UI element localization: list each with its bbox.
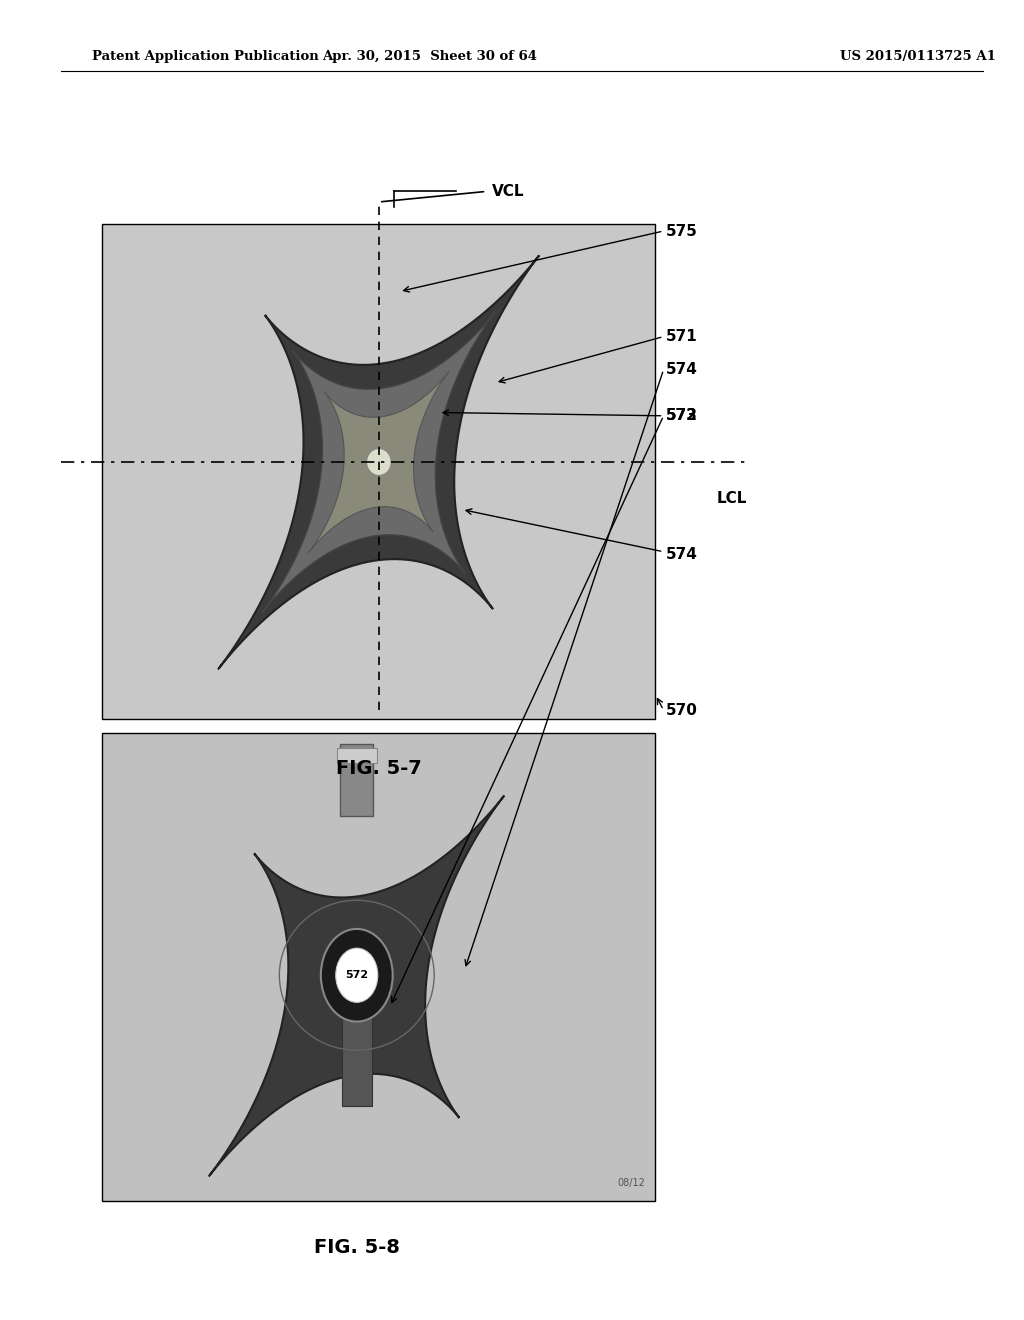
Text: Apr. 30, 2015  Sheet 30 of 64: Apr. 30, 2015 Sheet 30 of 64 (323, 50, 538, 63)
Text: 570: 570 (666, 702, 697, 718)
Text: 572: 572 (345, 970, 369, 981)
Text: FIG. 5-8: FIG. 5-8 (313, 1238, 399, 1257)
Text: 575: 575 (666, 223, 697, 239)
Text: 574: 574 (666, 362, 697, 378)
Circle shape (336, 948, 378, 1002)
FancyBboxPatch shape (337, 747, 377, 763)
Text: 571: 571 (666, 329, 697, 345)
Text: FIG. 5-7: FIG. 5-7 (336, 759, 422, 777)
Text: 08/12: 08/12 (617, 1177, 645, 1188)
FancyBboxPatch shape (102, 224, 655, 719)
FancyBboxPatch shape (102, 733, 655, 1201)
Text: 572: 572 (666, 408, 697, 424)
Text: 573: 573 (666, 408, 697, 424)
Text: Patent Application Publication: Patent Application Publication (92, 50, 318, 63)
Text: 574: 574 (666, 546, 697, 562)
Ellipse shape (367, 449, 391, 475)
Polygon shape (261, 310, 497, 614)
Text: LCL: LCL (717, 491, 748, 507)
FancyBboxPatch shape (340, 743, 374, 816)
Polygon shape (308, 371, 450, 553)
Polygon shape (218, 255, 540, 669)
Circle shape (321, 929, 393, 1022)
Text: VCL: VCL (492, 183, 524, 199)
Text: US 2015/0113725 A1: US 2015/0113725 A1 (840, 50, 995, 63)
Polygon shape (209, 796, 504, 1176)
FancyBboxPatch shape (342, 989, 372, 1106)
